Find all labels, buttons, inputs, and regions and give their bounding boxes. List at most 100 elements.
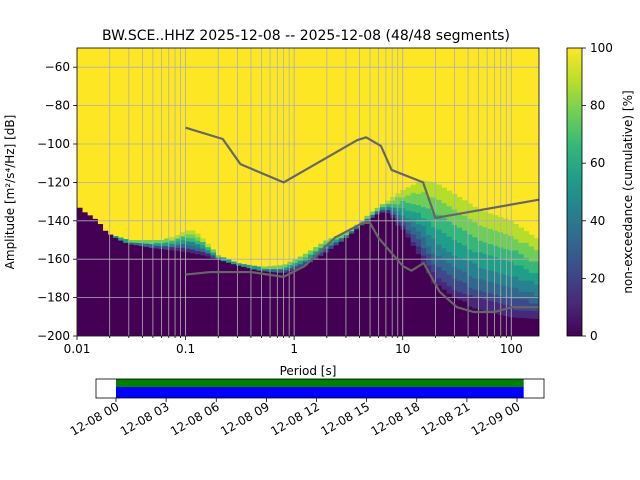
coverage-bar-green xyxy=(116,379,524,387)
heatmap-cell xyxy=(420,203,427,208)
x-axis-ticks: 0.01 0.1 1 10 100 xyxy=(64,336,523,356)
heatmap-cell xyxy=(477,217,483,222)
heatmap-cell xyxy=(472,300,478,305)
heatmap-cell xyxy=(297,260,304,265)
heatmap-cell xyxy=(441,244,447,249)
heatmap-cell xyxy=(503,229,509,235)
heatmap-cell xyxy=(420,199,427,204)
heatmap-cell xyxy=(441,274,447,279)
heatmap-floor-cell xyxy=(518,321,524,336)
heatmap-cell xyxy=(369,214,376,218)
noise-models xyxy=(185,126,539,314)
heatmap-cell xyxy=(282,264,288,268)
heatmap-cell xyxy=(533,303,539,308)
heatmap-cell xyxy=(390,196,396,201)
heatmap-cell xyxy=(477,259,483,264)
heatmap-cell xyxy=(462,252,468,257)
heatmap-cell xyxy=(446,205,453,211)
heatmap-cell xyxy=(189,234,196,239)
heatmap-cell xyxy=(467,241,473,246)
heatmap-cell xyxy=(349,230,355,234)
heatmap-cell xyxy=(426,230,432,236)
heatmap-cell xyxy=(426,189,432,194)
heatmap-floor-cell xyxy=(272,271,278,336)
heatmap-cell xyxy=(533,310,539,316)
heatmap-cell xyxy=(410,207,417,212)
heatmap-cell xyxy=(513,235,519,240)
heatmap-cell xyxy=(477,225,483,230)
heatmap-cell xyxy=(487,224,494,229)
heatmap-cell xyxy=(518,265,524,270)
heatmap-cell xyxy=(462,301,468,306)
heatmap-cell xyxy=(426,272,432,277)
heatmap-cell xyxy=(456,276,463,281)
heatmap-cell xyxy=(456,231,463,236)
heatmap-floor-cell xyxy=(123,242,129,336)
heatmap-cell xyxy=(431,200,437,205)
heatmap-cell xyxy=(467,245,473,250)
heatmap-cell xyxy=(487,258,494,264)
x-tick-label: 1 xyxy=(290,342,298,356)
heatmap-cell xyxy=(462,263,468,268)
heatmap-floor-cell xyxy=(302,265,309,336)
heatmap-cell xyxy=(426,238,432,243)
heatmap-cell xyxy=(472,251,478,256)
heatmap-cell xyxy=(164,245,170,250)
heatmap-cell xyxy=(482,230,489,235)
heatmap-floor-cell xyxy=(143,246,150,336)
heatmap-cell xyxy=(195,250,201,255)
heatmap-cell xyxy=(446,281,453,287)
heatmap-cell xyxy=(528,314,535,319)
heatmap-cell xyxy=(487,296,494,301)
heatmap-cell xyxy=(426,215,432,220)
heatmap-cell xyxy=(410,230,417,235)
heatmap-cell xyxy=(431,189,437,194)
heatmap-floor-cell xyxy=(456,306,463,336)
heatmap-cell xyxy=(528,287,535,293)
data-coverage-panel xyxy=(116,379,524,398)
heatmap-floor-cell xyxy=(107,234,114,336)
heatmap-cell xyxy=(523,310,530,315)
colorbar-tick-label: 0 xyxy=(590,329,598,343)
heatmap-cell xyxy=(477,244,483,249)
heatmap-cell xyxy=(441,236,447,241)
heatmap-cell xyxy=(513,250,519,255)
heatmap-cell xyxy=(487,228,494,233)
heatmap-cell xyxy=(528,261,535,266)
heatmap-cell xyxy=(467,268,473,273)
heatmap-cell xyxy=(518,268,524,273)
heatmap-cell xyxy=(231,261,237,265)
heatmap-cell xyxy=(472,285,478,290)
heatmap-cell xyxy=(528,284,535,289)
heatmap-cell xyxy=(431,208,437,213)
heatmap-cell xyxy=(328,245,335,249)
heatmap-cell xyxy=(533,261,539,266)
heatmap-cell xyxy=(154,240,160,244)
heatmap-cell xyxy=(436,236,442,241)
heatmap-cell xyxy=(503,256,509,261)
heatmap-cell xyxy=(513,287,519,292)
heatmap-floor-cell xyxy=(472,311,478,336)
heatmap-cell xyxy=(472,274,478,279)
heatmap-floor-cell xyxy=(138,245,145,336)
heatmap-cell xyxy=(143,240,150,244)
heatmap-cell xyxy=(436,266,442,271)
heatmap-cell xyxy=(503,259,509,264)
heatmap-cell xyxy=(462,207,468,212)
heatmap-cell xyxy=(503,274,509,279)
heatmap-cell xyxy=(523,317,530,323)
heatmap-cell xyxy=(503,263,509,268)
heatmap-cell xyxy=(523,268,530,274)
heatmap-cell xyxy=(400,211,406,216)
heatmap-floor-cell xyxy=(200,254,206,336)
heatmap-cell xyxy=(472,210,478,215)
heatmap-cell xyxy=(477,209,483,214)
heatmap-cell xyxy=(467,283,473,288)
heatmap-cell xyxy=(441,266,447,271)
heatmap-cell xyxy=(467,203,473,208)
heatmap-cell xyxy=(128,242,134,245)
heatmap-cell xyxy=(308,254,314,259)
heatmap-cell xyxy=(426,185,432,190)
heatmap-cell xyxy=(487,213,494,218)
heatmap-cell xyxy=(446,259,453,264)
